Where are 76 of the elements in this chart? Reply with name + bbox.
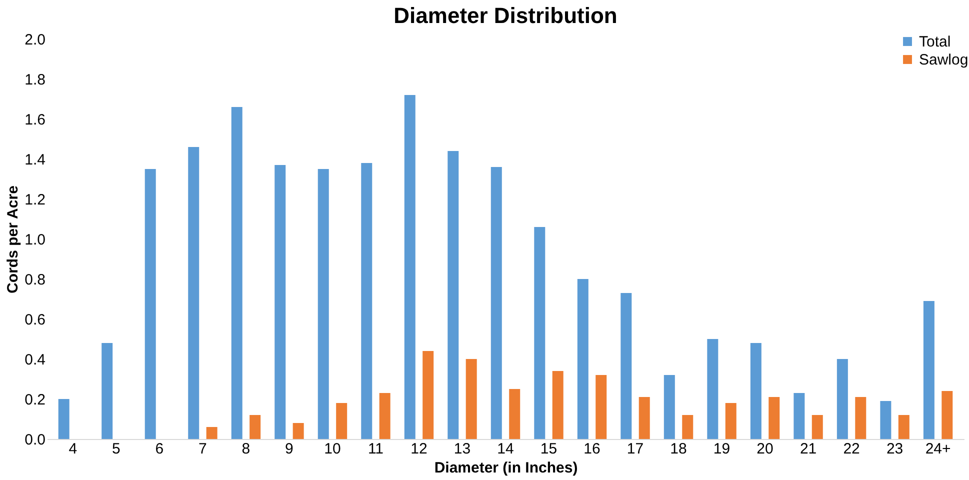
bar xyxy=(292,423,304,439)
x-tick-label: 11 xyxy=(368,440,384,458)
y-tick-label: 0.0 xyxy=(24,432,46,448)
bar xyxy=(490,167,502,439)
bar xyxy=(466,359,477,439)
bar xyxy=(768,397,780,439)
bar xyxy=(250,415,261,439)
bar xyxy=(812,415,823,439)
y-tick-label: 1.6 xyxy=(24,112,46,128)
bar xyxy=(664,375,675,439)
bar xyxy=(206,427,218,439)
x-tick-label: 5 xyxy=(112,440,120,458)
y-tick-label: 1.0 xyxy=(24,232,46,248)
bar xyxy=(102,343,113,439)
x-tick-label: 17 xyxy=(626,440,644,458)
x-tick-label: 23 xyxy=(886,440,904,458)
bar xyxy=(577,279,588,439)
bar xyxy=(898,415,910,439)
bar xyxy=(336,403,348,439)
x-tick-label: 13 xyxy=(454,440,471,458)
y-tick-label: 1.8 xyxy=(24,72,46,88)
y-tick-label: 0.8 xyxy=(24,272,46,288)
bar xyxy=(231,107,242,439)
y-tick-label: 0.6 xyxy=(24,312,46,328)
x-tick-label: 24+ xyxy=(925,440,952,458)
x-tick-label: 15 xyxy=(540,440,558,458)
x-tick-label: 14 xyxy=(497,440,514,458)
bar xyxy=(509,389,520,439)
y-tick-label: 1.4 xyxy=(24,152,46,168)
x-tick-label: 22 xyxy=(843,440,860,458)
y-tick-label: 1.2 xyxy=(24,192,46,208)
bar xyxy=(942,391,953,439)
x-tick-label: 9 xyxy=(285,440,294,458)
bar xyxy=(318,169,329,439)
legend-label: Sawlog xyxy=(919,52,968,68)
bar xyxy=(794,393,805,439)
x-tick-label: 8 xyxy=(242,440,250,458)
x-tick-label: 12 xyxy=(410,440,428,458)
y-tick-label: 2.0 xyxy=(24,32,46,48)
bar xyxy=(448,151,459,439)
bar xyxy=(682,415,694,439)
y-tick-label: 0.4 xyxy=(24,352,46,368)
bar xyxy=(274,165,286,439)
bar xyxy=(750,343,762,439)
chart-title: Diameter Distribution xyxy=(394,3,618,28)
bar xyxy=(379,393,390,439)
bar xyxy=(144,169,156,439)
x-tick-label: 6 xyxy=(155,440,164,458)
bar xyxy=(923,301,934,439)
bar xyxy=(836,359,848,439)
x-tick-label: 10 xyxy=(324,440,341,458)
bar xyxy=(58,399,70,439)
bar xyxy=(534,227,546,439)
x-tick-label: 19 xyxy=(713,440,730,458)
x-tick-label: 20 xyxy=(756,440,774,458)
bar xyxy=(707,339,718,439)
bar xyxy=(725,403,736,439)
x-tick-label: 7 xyxy=(198,440,207,458)
bar xyxy=(404,95,416,439)
x-tick-label: 21 xyxy=(800,440,817,458)
bar xyxy=(638,397,650,439)
legend-label: Total xyxy=(919,34,951,50)
bar xyxy=(880,401,892,439)
x-tick-label: 16 xyxy=(584,440,600,458)
x-tick-label: 4 xyxy=(68,440,78,458)
bar xyxy=(188,147,200,439)
bar xyxy=(620,293,632,439)
y-axis-title: Cords per Acre xyxy=(4,186,22,294)
y-tick-label: 0.2 xyxy=(24,392,46,408)
bar xyxy=(361,163,372,439)
bar xyxy=(552,371,564,439)
x-tick-label: 18 xyxy=(670,440,687,458)
x-axis-title: Diameter (in Inches) xyxy=(434,460,578,476)
bar xyxy=(596,375,607,439)
bar xyxy=(422,351,434,439)
bar xyxy=(855,397,866,439)
